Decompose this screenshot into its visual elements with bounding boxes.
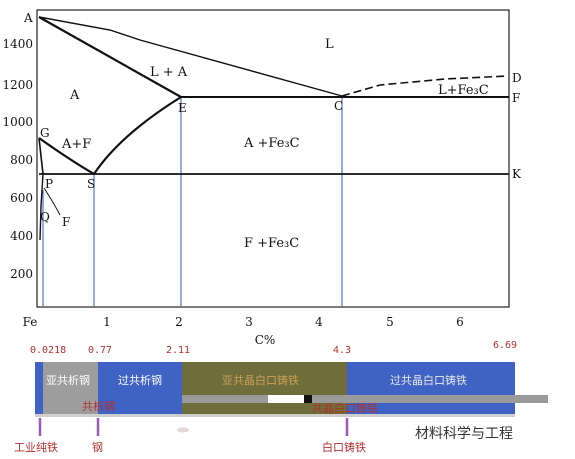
plot-frame (36, 9, 510, 308)
x-tick: 5 (386, 315, 394, 329)
line-PQ (39, 173, 44, 241)
region-A-plus-F: A+F (61, 137, 91, 152)
watermark: 材料科学与工程 (415, 426, 513, 442)
y-tick: 1200 (2, 78, 33, 92)
solidus-AE (38, 16, 182, 98)
line-Q-branch (43, 187, 61, 216)
composition-label: 4.3 (333, 345, 351, 356)
x-tick: 3 (245, 315, 253, 329)
y-tick: 600 (10, 191, 33, 205)
point-Q: Q (40, 210, 50, 224)
y-tick: 200 (10, 267, 33, 281)
y-tick: 1400 (2, 37, 33, 51)
line-ES (93, 96, 182, 175)
material-markers (38, 418, 349, 436)
line-GP (38, 137, 44, 175)
point-G: G (40, 126, 50, 140)
bar-label-hypereutectoid: 过共析钢 (118, 373, 162, 387)
label-steel: 钢 (92, 441, 103, 454)
bar-edge-left (35, 362, 43, 414)
point-D: D (512, 71, 522, 85)
line-GS (38, 137, 95, 175)
composition-label: 2.11 (166, 345, 190, 356)
point-F: F (512, 91, 520, 105)
marker-faint-dot (177, 427, 189, 433)
composition-label: 0.77 (88, 345, 112, 356)
x-tick: 4 (315, 315, 323, 329)
region-F-plus-Fe3C: F +Fe₃C (244, 236, 299, 251)
bar-label-hypoeutectic: 亚共晶白口铸铁 (222, 373, 299, 387)
bar-label-hypereutectic: 过共晶白口铸铁 (390, 373, 467, 387)
region-L-plus-Fe3C: L+Fe₃C (438, 83, 489, 98)
point-S: S (87, 177, 95, 191)
region-L-plus-A: L + A (150, 65, 188, 80)
label-pure-iron: 工业纯铁 (14, 441, 58, 454)
x-tick-origin: Fe (23, 315, 38, 329)
liquidus-CD (341, 75, 509, 97)
x-axis-label: C% (255, 333, 276, 347)
region-A-plus-Fe3C: A +Fe₃C (243, 136, 300, 151)
composition-label: 6.69 (493, 340, 517, 351)
classification-bar: 亚共析钢 过共析钢 亚共晶白口铸铁 过共晶白口铸铁 共析钢 共晶白口铸铁 (35, 362, 548, 417)
x-tick: 2 (175, 315, 183, 329)
bar-progress-white (268, 395, 304, 403)
bar-segment-hypereutectoid (98, 362, 182, 414)
x-tick: 6 (456, 315, 464, 329)
y-tick: 400 (10, 229, 33, 243)
point-K: K (512, 167, 522, 181)
region-L: L (325, 37, 334, 52)
x-tick: 1 (103, 315, 111, 329)
bar-progress-track (182, 395, 548, 403)
bar-segment-hypoeutectic (182, 362, 347, 414)
bar-progress-knob (304, 395, 312, 403)
label-white-cast-iron: 白口铸铁 (322, 440, 366, 454)
point-C: C (334, 99, 343, 113)
y-tick: 800 (10, 153, 33, 167)
bar-segment-hypereutectic (347, 362, 515, 414)
region-A: A (69, 88, 80, 103)
point-A: A (23, 11, 33, 25)
y-tick: 1000 (2, 115, 33, 129)
point-F-ferrite: F (62, 215, 70, 229)
point-E: E (178, 101, 187, 115)
composition-label: 0.0218 (30, 345, 66, 356)
bar-segment-hypoeutectoid (43, 362, 98, 414)
liquidus-AC (38, 16, 343, 97)
bar-label-hypoeutectoid: 亚共析钢 (46, 373, 90, 387)
bar-label-eutectic: 共晶白口铸铁 (312, 401, 378, 415)
point-P: P (45, 177, 53, 191)
bar-baseline (35, 414, 515, 417)
bar-label-eutectoid: 共析钢 (82, 399, 115, 413)
